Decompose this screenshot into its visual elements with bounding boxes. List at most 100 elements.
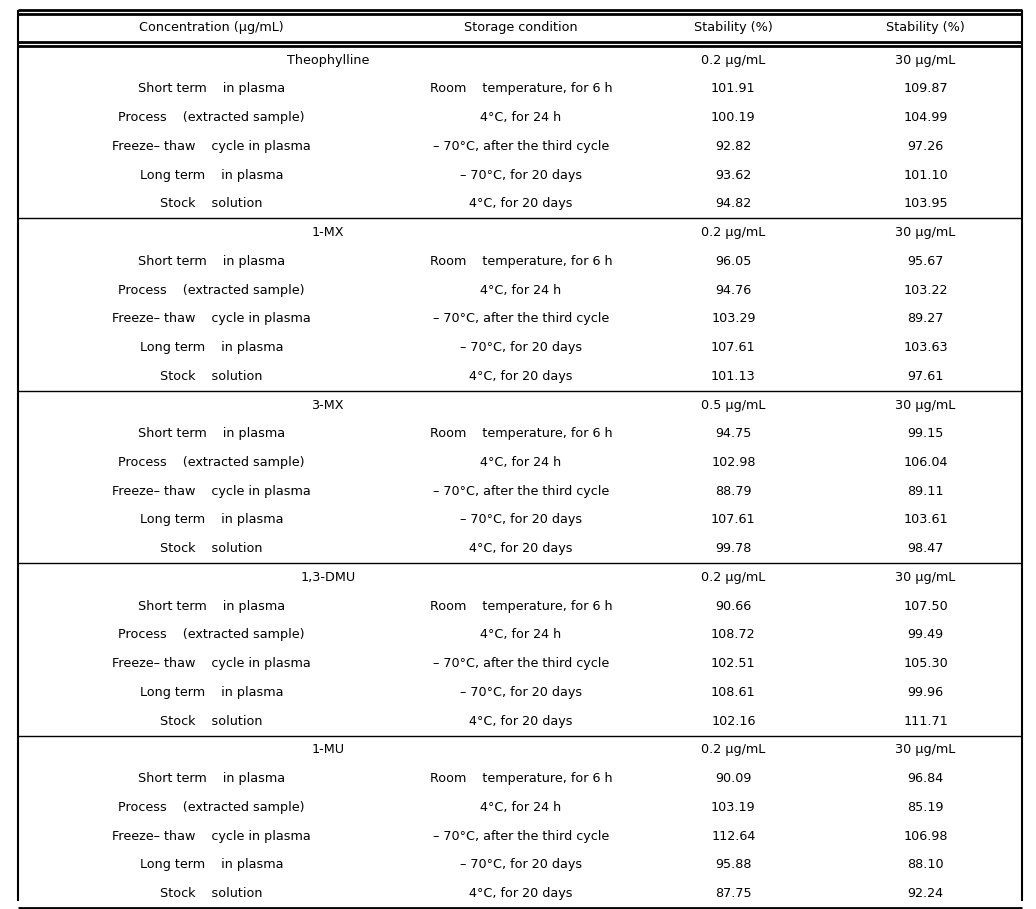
Text: 4°C, for 20 days: 4°C, for 20 days: [469, 714, 573, 728]
Text: Short term    in plasma: Short term in plasma: [138, 83, 285, 95]
Text: Stability (%): Stability (%): [694, 22, 773, 35]
Text: 100.19: 100.19: [711, 111, 755, 125]
Text: Theophylline: Theophylline: [287, 54, 369, 66]
Text: Long term    in plasma: Long term in plasma: [140, 858, 283, 872]
Text: Short term    in plasma: Short term in plasma: [138, 772, 285, 785]
Text: Stock    solution: Stock solution: [160, 714, 262, 728]
Text: 93.62: 93.62: [715, 168, 751, 182]
Text: 96.84: 96.84: [908, 772, 944, 785]
Text: 92.82: 92.82: [715, 140, 751, 153]
Text: 103.61: 103.61: [903, 514, 948, 526]
Text: 94.75: 94.75: [715, 427, 751, 440]
Text: Long term    in plasma: Long term in plasma: [140, 514, 283, 526]
Text: 87.75: 87.75: [715, 887, 752, 900]
Text: Freeze– thaw    cycle in plasma: Freeze– thaw cycle in plasma: [112, 484, 311, 498]
Text: 1-MX: 1-MX: [312, 226, 344, 239]
Text: 99.96: 99.96: [908, 686, 944, 699]
Text: 0.2 μg/mL: 0.2 μg/mL: [701, 54, 766, 66]
Text: Freeze– thaw    cycle in plasma: Freeze– thaw cycle in plasma: [112, 657, 311, 670]
Text: 88.79: 88.79: [715, 484, 751, 498]
Text: 108.61: 108.61: [711, 686, 755, 699]
Text: – 70°C, after the third cycle: – 70°C, after the third cycle: [433, 657, 609, 670]
Text: – 70°C, for 20 days: – 70°C, for 20 days: [460, 514, 582, 526]
Text: 3-MX: 3-MX: [312, 398, 344, 412]
Text: 101.13: 101.13: [711, 370, 755, 383]
Text: Process    (extracted sample): Process (extracted sample): [118, 111, 305, 125]
Text: Stock    solution: Stock solution: [160, 887, 262, 900]
Text: 103.63: 103.63: [903, 341, 948, 354]
Text: 103.22: 103.22: [903, 284, 948, 296]
Text: – 70°C, after the third cycle: – 70°C, after the third cycle: [433, 484, 609, 498]
Text: 1-MU: 1-MU: [311, 744, 344, 756]
Text: 101.10: 101.10: [903, 168, 948, 182]
Text: – 70°C, for 20 days: – 70°C, for 20 days: [460, 858, 582, 872]
Text: 4°C, for 20 days: 4°C, for 20 days: [469, 543, 573, 555]
Text: Storage condition: Storage condition: [464, 22, 578, 35]
Text: 98.47: 98.47: [908, 543, 944, 555]
Text: 99.78: 99.78: [715, 543, 751, 555]
Text: 0.2 μg/mL: 0.2 μg/mL: [701, 571, 766, 584]
Text: Short term    in plasma: Short term in plasma: [138, 255, 285, 268]
Text: Room    temperature, for 6 h: Room temperature, for 6 h: [430, 255, 612, 268]
Text: – 70°C, for 20 days: – 70°C, for 20 days: [460, 168, 582, 182]
Text: 94.76: 94.76: [715, 284, 751, 296]
Text: 90.66: 90.66: [715, 600, 751, 613]
Text: Concentration (μg/mL): Concentration (μg/mL): [139, 22, 284, 35]
Text: 111.71: 111.71: [903, 714, 948, 728]
Text: 30 μg/mL: 30 μg/mL: [895, 571, 956, 584]
Text: 97.26: 97.26: [908, 140, 944, 153]
Text: Process    (extracted sample): Process (extracted sample): [118, 628, 305, 642]
Text: Stock    solution: Stock solution: [160, 543, 262, 555]
Text: 104.99: 104.99: [903, 111, 948, 125]
Text: Room    temperature, for 6 h: Room temperature, for 6 h: [430, 772, 612, 785]
Text: 103.19: 103.19: [711, 801, 755, 814]
Text: 107.61: 107.61: [711, 514, 755, 526]
Text: Room    temperature, for 6 h: Room temperature, for 6 h: [430, 600, 612, 613]
Text: 4°C, for 24 h: 4°C, for 24 h: [481, 628, 562, 642]
Text: 95.67: 95.67: [908, 255, 944, 268]
Text: 106.98: 106.98: [903, 830, 948, 843]
Text: Stock    solution: Stock solution: [160, 197, 262, 210]
Text: 102.51: 102.51: [711, 657, 755, 670]
Text: Room    temperature, for 6 h: Room temperature, for 6 h: [430, 83, 612, 95]
Text: Short term    in plasma: Short term in plasma: [138, 427, 285, 440]
Text: – 70°C, after the third cycle: – 70°C, after the third cycle: [433, 313, 609, 325]
Text: Long term    in plasma: Long term in plasma: [140, 168, 283, 182]
Text: 4°C, for 20 days: 4°C, for 20 days: [469, 197, 573, 210]
Text: 105.30: 105.30: [903, 657, 948, 670]
Text: 108.72: 108.72: [711, 628, 755, 642]
Text: 101.91: 101.91: [711, 83, 755, 95]
Text: 85.19: 85.19: [908, 801, 944, 814]
Text: Long term    in plasma: Long term in plasma: [140, 686, 283, 699]
Text: 0.5 μg/mL: 0.5 μg/mL: [701, 398, 766, 412]
Text: 109.87: 109.87: [903, 83, 948, 95]
Text: – 70°C, after the third cycle: – 70°C, after the third cycle: [433, 830, 609, 843]
Text: 30 μg/mL: 30 μg/mL: [895, 226, 956, 239]
Text: 1,3-DMU: 1,3-DMU: [300, 571, 355, 584]
Text: 4°C, for 20 days: 4°C, for 20 days: [469, 887, 573, 900]
Text: 4°C, for 24 h: 4°C, for 24 h: [481, 284, 562, 296]
Text: 30 μg/mL: 30 μg/mL: [895, 744, 956, 756]
Text: Short term    in plasma: Short term in plasma: [138, 600, 285, 613]
Text: Process    (extracted sample): Process (extracted sample): [118, 284, 305, 296]
Text: Process    (extracted sample): Process (extracted sample): [118, 456, 305, 469]
Text: 99.49: 99.49: [908, 628, 944, 642]
Text: 4°C, for 24 h: 4°C, for 24 h: [481, 456, 562, 469]
Text: 95.88: 95.88: [715, 858, 751, 872]
Text: Stability (%): Stability (%): [886, 22, 965, 35]
Text: 96.05: 96.05: [715, 255, 751, 268]
Text: Freeze– thaw    cycle in plasma: Freeze– thaw cycle in plasma: [112, 313, 311, 325]
Text: 94.82: 94.82: [715, 197, 751, 210]
Text: 30 μg/mL: 30 μg/mL: [895, 398, 956, 412]
Text: 0.2 μg/mL: 0.2 μg/mL: [701, 744, 766, 756]
Text: Long term    in plasma: Long term in plasma: [140, 341, 283, 354]
Text: 90.09: 90.09: [715, 772, 751, 785]
Text: – 70°C, for 20 days: – 70°C, for 20 days: [460, 341, 582, 354]
Text: 92.24: 92.24: [908, 887, 944, 900]
Text: 89.27: 89.27: [908, 313, 944, 325]
Text: 97.61: 97.61: [908, 370, 944, 383]
Text: 112.64: 112.64: [711, 830, 755, 843]
Text: 103.29: 103.29: [711, 313, 755, 325]
Text: 4°C, for 24 h: 4°C, for 24 h: [481, 111, 562, 125]
Text: 102.98: 102.98: [711, 456, 755, 469]
